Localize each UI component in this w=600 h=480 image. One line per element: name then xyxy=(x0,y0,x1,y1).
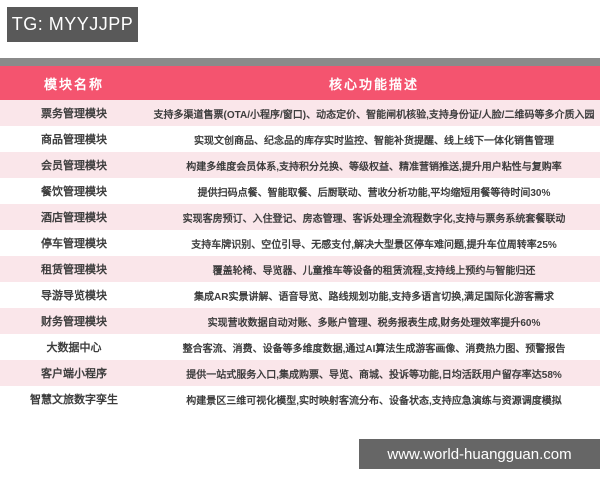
module-cell: 导游导览模块 xyxy=(41,290,107,302)
module-cell: 智慧文旅数字孪生 xyxy=(30,394,118,406)
tg-badge-label: TG: MYYJJPP xyxy=(11,14,134,34)
module-cell: 酒店管理模块 xyxy=(41,212,107,224)
module-cell: 停车管理模块 xyxy=(41,238,107,250)
module-cell: 票务管理模块 xyxy=(41,108,107,120)
description-cell: 整合客流、消费、设备等多维度数据,通过AI算法生成游客画像、消费热力图、预警报告 xyxy=(182,343,566,355)
description-cell: 构建多维度会员体系,支持积分兑换、等级权益、精准营销推送,提升用户粘性与复购率 xyxy=(186,161,562,173)
module-cell: 租赁管理模块 xyxy=(41,264,107,276)
table-row: 酒店管理模块 实现客房预订、入住登记、房态管理、客诉处理全流程数字化,支持与票务… xyxy=(0,204,600,230)
table-row: 停车管理模块 支持车牌识别、空位引导、无感支付,解决大型景区停车难问题,提升车位… xyxy=(0,230,600,256)
module-cell: 餐饮管理模块 xyxy=(41,186,107,198)
description-cell: 提供扫码点餐、智能取餐、后厨联动、营收分析功能,平均缩短用餐等待时间30% xyxy=(197,187,551,199)
module-cell: 会员管理模块 xyxy=(41,160,107,172)
description-cell: 实现营收数据自动对账、多账户管理、税务报表生成,财务处理效率提升60% xyxy=(207,317,541,329)
table-row: 餐饮管理模块 提供扫码点餐、智能取餐、后厨联动、营收分析功能,平均缩短用餐等待时… xyxy=(0,178,600,204)
table-row: 会员管理模块 构建多维度会员体系,支持积分兑换、等级权益、精准营销推送,提升用户… xyxy=(0,152,600,178)
description-cell: 实现客房预订、入住登记、房态管理、客诉处理全流程数字化,支持与票务系统套餐联动 xyxy=(182,213,566,225)
url-badge: www.world-huangguan.com xyxy=(359,439,600,469)
table-row: 客户端小程序 提供一站式服务入口,集成购票、导览、商城、投诉等功能,日均活跃用户… xyxy=(0,360,600,386)
description-cell: 支持车牌识别、空位引导、无感支付,解决大型景区停车难问题,提升车位周转率25% xyxy=(191,239,557,251)
modules-table: 模块名称 核心功能描述 票务管理模块 支持多渠道售票(OTA/小程序/窗口)、动… xyxy=(0,66,600,412)
url-badge-label: www.world-huangguan.com xyxy=(387,445,572,463)
table-row: 财务管理模块 实现营收数据自动对账、多账户管理、税务报表生成,财务处理效率提升6… xyxy=(0,308,600,334)
module-cell: 财务管理模块 xyxy=(41,316,107,328)
description-cell: 构建景区三维可视化模型,实时映射客流分布、设备状态,支持应急演练与资源调度模拟 xyxy=(186,395,562,407)
table-row: 票务管理模块 支持多渠道售票(OTA/小程序/窗口)、动态定价、智能闸机核验,支… xyxy=(0,100,600,126)
tg-badge: TG: MYYJJPP xyxy=(7,7,138,42)
header-module: 模块名称 xyxy=(43,76,104,92)
module-cell: 大数据中心 xyxy=(46,342,102,354)
table-header-row: 模块名称 核心功能描述 xyxy=(0,66,600,100)
description-cell: 实现文创商品、纪念品的库存实时监控、智能补货提醒、线上线下一体化销售管理 xyxy=(194,135,554,147)
module-cell: 商品管理模块 xyxy=(41,134,107,146)
description-cell: 集成AR实景讲解、语音导览、路线规划功能,支持多语言切换,满足国际化游客需求 xyxy=(194,291,554,303)
table-row: 租赁管理模块 覆盖轮椅、导览器、儿童推车等设备的租赁流程,支持线上预约与智能归还 xyxy=(0,256,600,282)
table-row: 智慧文旅数字孪生 构建景区三维可视化模型,实时映射客流分布、设备状态,支持应急演… xyxy=(0,386,600,412)
header-description: 核心功能描述 xyxy=(328,76,419,92)
description-cell: 支持多渠道售票(OTA/小程序/窗口)、动态定价、智能闸机核验,支持身份证/人脸… xyxy=(153,109,595,121)
description-cell: 覆盖轮椅、导览器、儿童推车等设备的租赁流程,支持线上预约与智能归还 xyxy=(212,265,536,277)
table-row: 导游导览模块 集成AR实景讲解、语音导览、路线规划功能,支持多语言切换,满足国际… xyxy=(0,282,600,308)
table-row: 大数据中心 整合客流、消费、设备等多维度数据,通过AI算法生成游客画像、消费热力… xyxy=(0,334,600,360)
module-cell: 客户端小程序 xyxy=(41,368,107,380)
description-cell: 提供一站式服务入口,集成购票、导览、商城、投诉等功能,日均活跃用户留存率达58% xyxy=(186,369,562,381)
table-row: 商品管理模块 实现文创商品、纪念品的库存实时监控、智能补货提醒、线上线下一体化销… xyxy=(0,126,600,152)
divider-bar xyxy=(0,58,600,66)
